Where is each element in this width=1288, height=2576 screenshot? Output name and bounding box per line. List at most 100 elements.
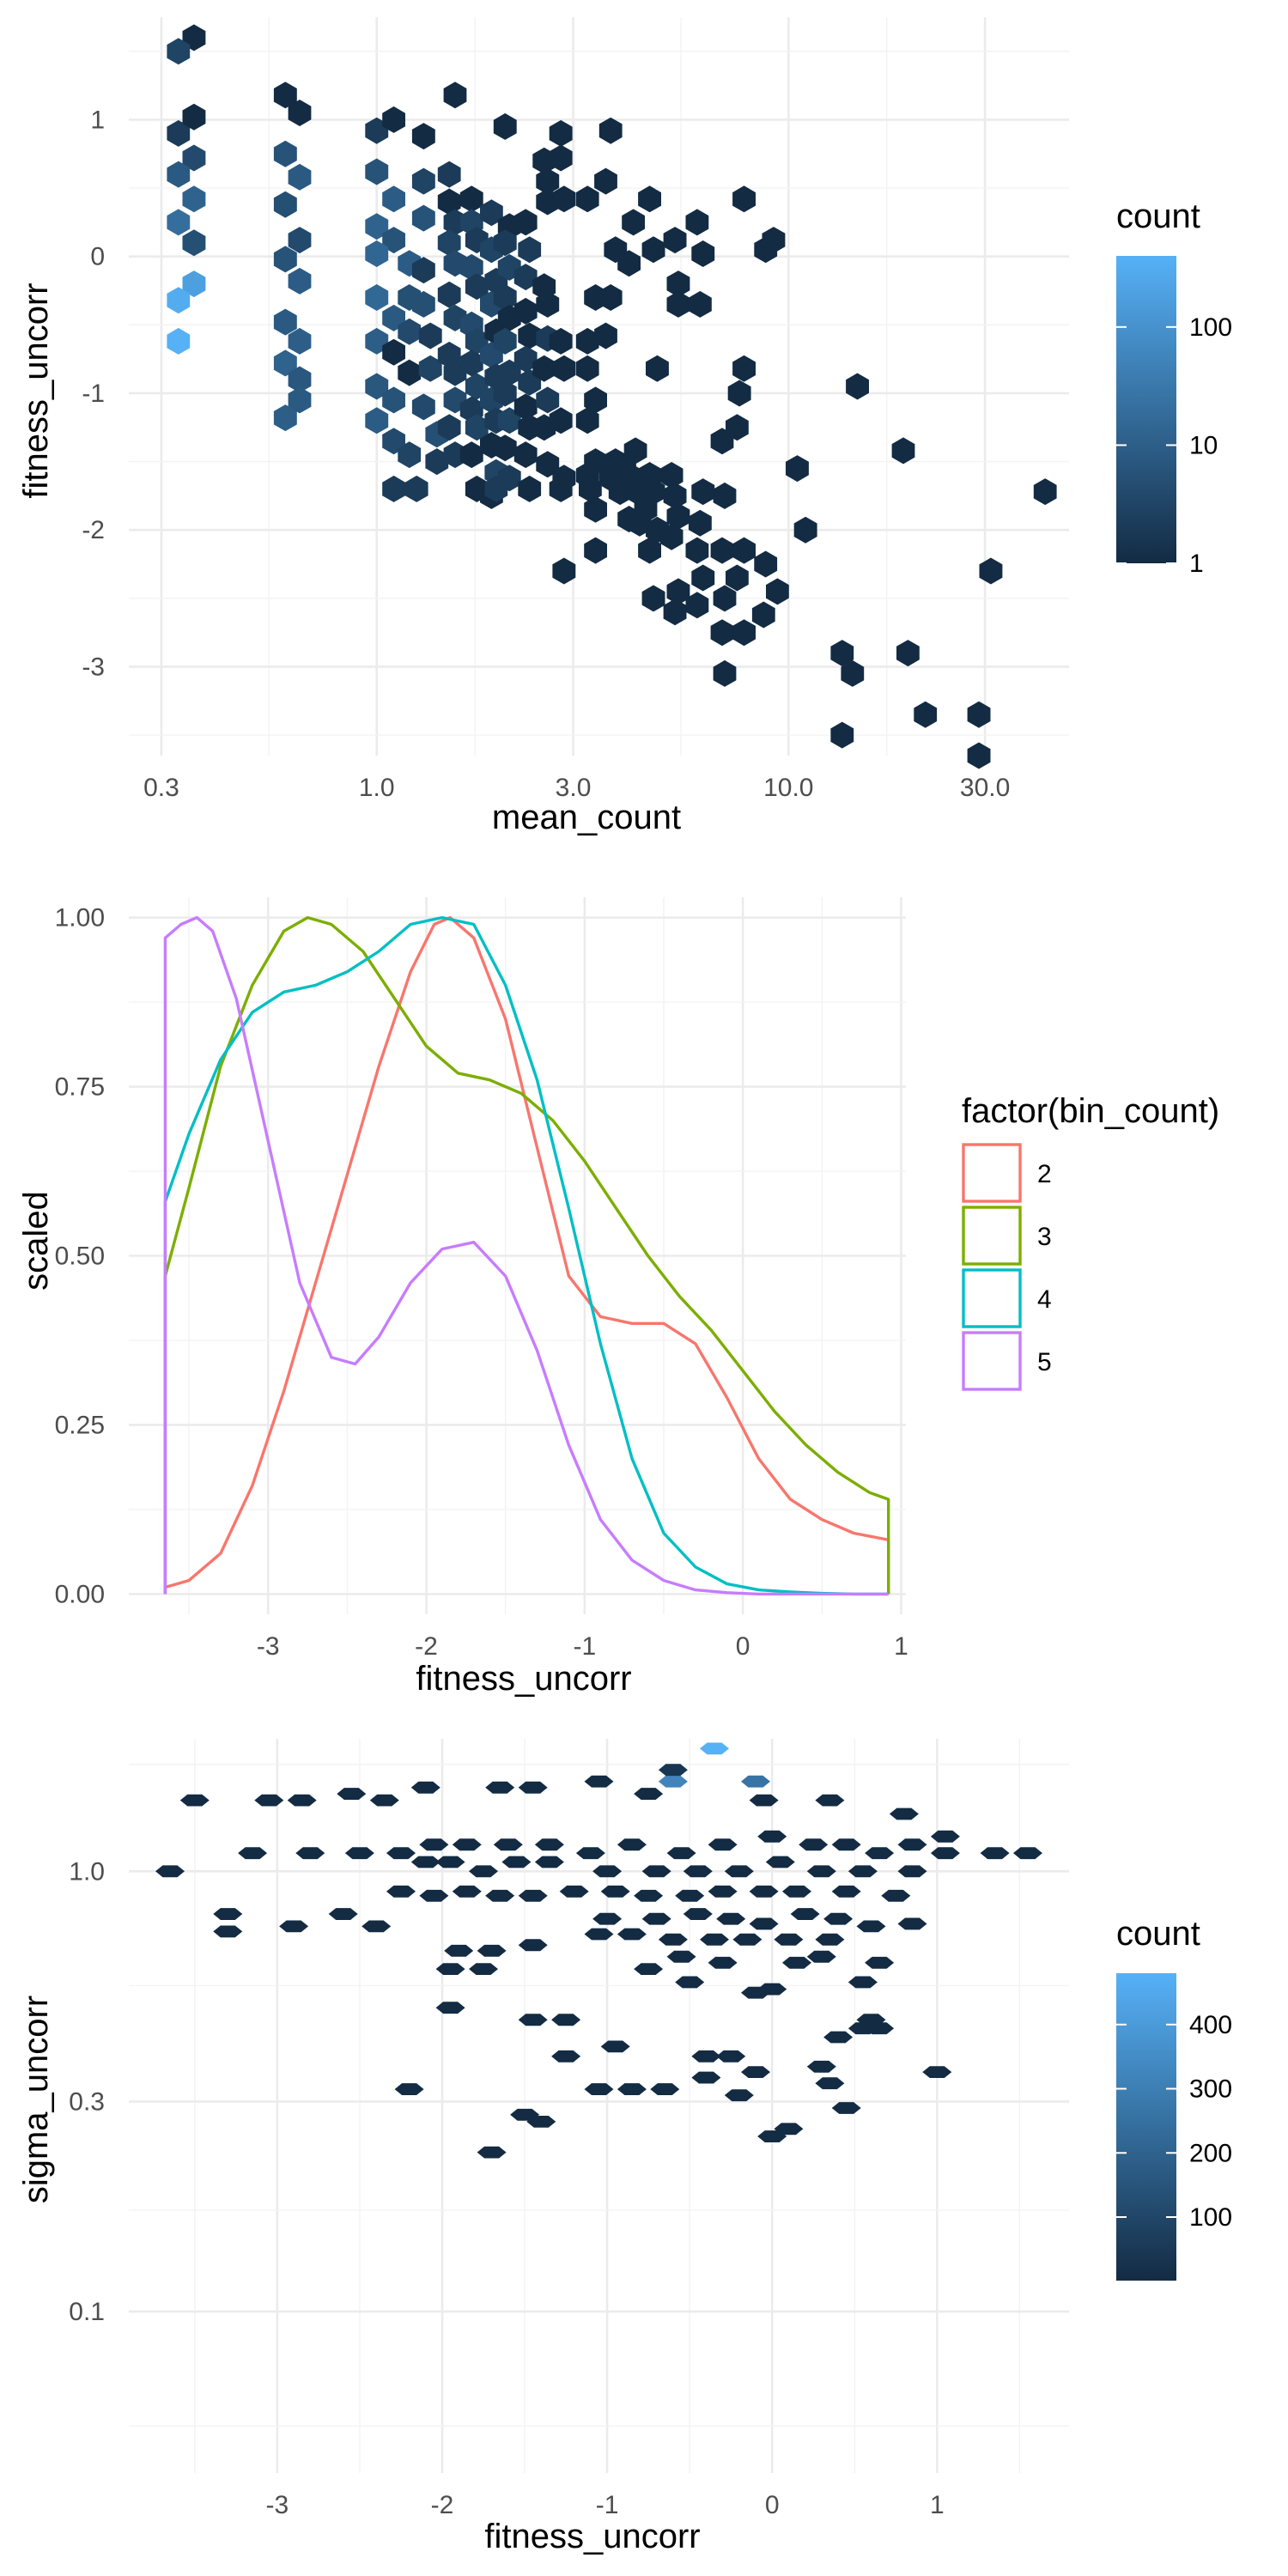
hexbin-cell (551, 2050, 581, 2063)
hexbin-cell (459, 349, 483, 377)
panel2-legend-title: factor(bin_count) (962, 1092, 1219, 1130)
hexbin-cell (518, 236, 542, 264)
hexbin-cell (182, 229, 206, 257)
hexbin-cell (732, 1933, 762, 1946)
hexbin-cell (273, 246, 297, 273)
hexbin-cell (493, 380, 517, 407)
hexbin-cell (688, 290, 712, 318)
panel3-y-tick-labels: 0.1 0.3 1.0 (69, 1857, 105, 2326)
hexbin-cell (979, 557, 1003, 585)
hexbin-cell (518, 1781, 548, 1794)
hexbin-cell (526, 2116, 556, 2128)
hexbin-cell (435, 1963, 465, 1975)
legend-key-2 (962, 1143, 1022, 1203)
hexbin-cell (666, 270, 690, 298)
hexbin-cell (328, 1908, 358, 1920)
hexbin-cell (782, 1956, 811, 1969)
hexbin-cell (575, 327, 599, 355)
panel2-gridlines (129, 897, 906, 1614)
hexbin-cell (469, 1865, 498, 1878)
hexbin-cell (623, 437, 647, 465)
panel2-y-tick-label: 0.00 (55, 1580, 105, 1608)
hexbin-cell (513, 345, 538, 373)
hexbin-cell (337, 1788, 367, 1800)
hexbin-cell (179, 1794, 210, 1807)
hexbin-cell (411, 290, 435, 318)
hexbin-cell (532, 355, 556, 382)
hexbin-cell (691, 240, 715, 267)
hexbin-cell (419, 1889, 449, 1902)
hexbin-cell (167, 209, 191, 236)
panel-hexbin-mean-count: 0.3 1.0 3.0 10.0 30.0 -3 -2 -1 0 1 mean_count fi… (17, 17, 1232, 836)
hexbin-cell (622, 209, 645, 236)
panel2-x-tick-label: -1 (573, 1632, 596, 1661)
hexbin-cell (513, 393, 538, 421)
hexbin-cell (710, 537, 734, 564)
panel2-y-tick-label: 0.25 (55, 1411, 105, 1439)
hexbin-cell (182, 144, 206, 172)
panel1-x-tick-label: 1.0 (359, 774, 395, 802)
hexbin-cell (437, 188, 461, 216)
hexbin-cell (896, 640, 920, 667)
hexbin-cell (799, 1838, 829, 1851)
hexbin-cell (167, 161, 191, 188)
hexbin-cell (493, 327, 517, 355)
hexbin-cell (617, 1838, 647, 1851)
panel1-legend-ticks: 1 10 100 (1116, 313, 1232, 578)
hexbin-cell (452, 1838, 482, 1851)
hexbin-cell (469, 1963, 498, 1975)
hexbin-cell (418, 322, 442, 349)
hexbin-cell (688, 509, 712, 537)
panel1-legend-tick-label: 10 (1189, 431, 1218, 459)
hexbin-cell (518, 1889, 548, 1902)
hexbin-cell (831, 2102, 861, 2114)
hexbin-cell (182, 270, 206, 298)
hexbin-cell (559, 1885, 589, 1898)
hexbin-cell (288, 327, 312, 355)
hexbin-cell (410, 1781, 440, 1794)
hexbin-cell (865, 1847, 895, 1860)
hexbin-cell (713, 482, 737, 509)
hexbin-cell (182, 103, 206, 131)
hexbin-cell (513, 441, 538, 469)
density-line-series-5 (163, 915, 889, 1596)
hexbin-cell (295, 1847, 325, 1860)
hexbin-cell (691, 564, 715, 592)
hexbin-cell (658, 1933, 688, 1946)
hexbin-cell (930, 1847, 960, 1860)
hexbin-cell (713, 659, 737, 687)
panel1-y-tick-label: 0 (90, 243, 105, 271)
hexbin-cell (716, 2050, 746, 2063)
panel3-y-axis-title: sigma_uncorr (17, 1996, 55, 2203)
panel3-legend: count 100 200 300 400 (1116, 1915, 1232, 2281)
panel3-legend-tick-label: 100 (1189, 2203, 1232, 2232)
hexbin-cell (815, 2077, 845, 2090)
hexbin-cell (552, 557, 576, 585)
legend-label-3: 3 (1037, 1223, 1052, 1251)
hexbin-cell (685, 209, 709, 236)
hexbin-cell (732, 355, 756, 382)
panel1-hexbins (167, 24, 1057, 769)
hexbin-cell (634, 495, 658, 523)
panel1-y-tick-labels: -3 -2 -1 0 1 (82, 106, 105, 681)
legend-key-5 (962, 1331, 1022, 1391)
hexbin-cell (881, 1889, 911, 1902)
panel2-y-tick-labels: 0.00 0.25 0.50 0.75 1.00 (55, 904, 105, 1609)
hexbin-cell (831, 1838, 861, 1851)
panel2-y-tick-label: 1.00 (55, 904, 105, 933)
hexbin-cell (846, 373, 869, 400)
panel3-x-tick-label: -3 (266, 2491, 289, 2519)
hexbin-cell (382, 475, 405, 502)
hexbin-cell (710, 619, 734, 647)
hexbin-cell (891, 437, 915, 465)
panel1-legend-colorbar (1116, 256, 1176, 563)
hexbin-cell (786, 455, 809, 483)
hexbin-cell (967, 742, 991, 769)
hexbin-cell (411, 257, 435, 284)
panel2-legend: factor(bin_count) 2 3 4 5 (962, 1092, 1219, 1391)
hexbin-cell (549, 327, 573, 355)
hexbin-cell (213, 1925, 243, 1938)
hexbin-cell (584, 495, 607, 523)
panel2-y-axis-title: scaled (17, 1191, 55, 1291)
hexbin-cell (732, 619, 756, 647)
